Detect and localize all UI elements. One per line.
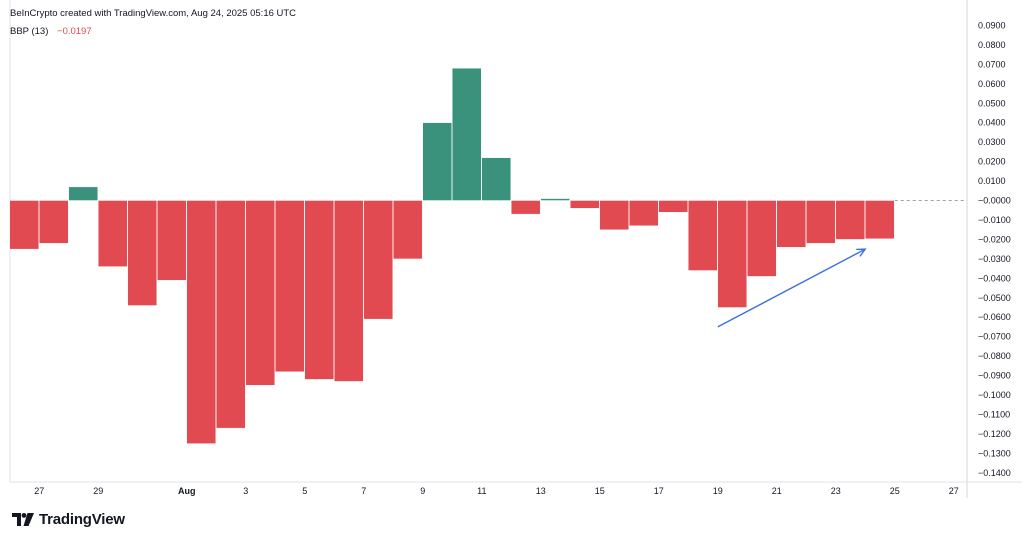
- indicator-legend[interactable]: BBP (13) −0.0197: [10, 26, 92, 37]
- tradingview-logo[interactable]: TradingView: [12, 510, 125, 528]
- histogram-bar: [717, 200, 747, 308]
- histogram-bar: [245, 200, 275, 386]
- histogram-bar: [157, 200, 187, 281]
- trend-arrow-shaft: [717, 248, 866, 328]
- y-tick-label: −0.1400: [978, 468, 1011, 478]
- histogram-bar: [481, 157, 511, 201]
- y-tick-label: −0.0700: [978, 332, 1011, 342]
- histogram-bars: [9, 67, 895, 444]
- histogram-bar: [216, 200, 246, 429]
- histogram-bar: [570, 200, 600, 209]
- x-tick-label: 9: [420, 486, 425, 496]
- tradingview-brand-text: TradingView: [39, 510, 125, 528]
- x-tick-label: 29: [93, 486, 103, 496]
- trend-arrow: [717, 248, 867, 328]
- histogram-bar: [275, 200, 305, 372]
- x-tick-label: 25: [890, 486, 900, 496]
- x-tick-label: 27: [34, 486, 44, 496]
- histogram-bar: [9, 200, 39, 250]
- x-tick-label: 21: [772, 486, 782, 496]
- x-tick-label: 3: [243, 486, 248, 496]
- tradingview-logo-icon: [12, 512, 34, 526]
- x-tick-label: 13: [536, 486, 546, 496]
- x-tick-label: 5: [302, 486, 307, 496]
- trend-arrow-head: [856, 248, 867, 257]
- x-tick-label: Aug: [178, 486, 196, 496]
- histogram-bar: [688, 200, 718, 271]
- y-tick-label: 0.0200: [978, 157, 1006, 167]
- y-tick-label: 0.0500: [978, 98, 1006, 108]
- y-tick-label: 0.0300: [978, 137, 1006, 147]
- y-tick-label: −0.0200: [978, 234, 1011, 244]
- histogram-bar: [39, 200, 69, 244]
- histogram-bar: [186, 200, 216, 444]
- y-tick-label: −0.1300: [978, 448, 1011, 458]
- histogram-bar: [629, 200, 659, 226]
- histogram-bar: [98, 200, 128, 267]
- time-axis[interactable]: 27 29 Aug 3 5 7 9 11 13 15 17 19 21 23 25 27: [34, 486, 959, 496]
- indicator-label: BBP (13): [10, 26, 49, 37]
- histogram-bar: [599, 200, 629, 230]
- histogram-bar: [363, 200, 393, 320]
- y-tick-label: −0.0400: [978, 273, 1011, 283]
- y-tick-label: −0.0600: [978, 312, 1011, 322]
- y-tick-label: 0.0800: [978, 40, 1006, 50]
- x-tick-label: 15: [595, 486, 605, 496]
- chart-attribution: BeInCrypto created with TradingView.com,…: [10, 8, 297, 19]
- y-tick-label: −0.0300: [978, 254, 1011, 264]
- y-tick-label: 0.0100: [978, 176, 1006, 186]
- y-tick-label: −0.0900: [978, 371, 1011, 381]
- y-tick-label: 0.0900: [978, 21, 1006, 31]
- histogram-bar: [452, 67, 482, 201]
- x-tick-label: 17: [654, 486, 664, 496]
- histogram-bar: [127, 200, 157, 306]
- x-tick-label: 7: [361, 486, 366, 496]
- y-tick-label: 0.0700: [978, 59, 1006, 69]
- histogram-bar: [540, 198, 570, 201]
- histogram-bar: [865, 200, 895, 239]
- histogram-bar: [835, 200, 865, 240]
- histogram-bar: [806, 200, 836, 244]
- y-tick-label: −0.0500: [978, 293, 1011, 303]
- histogram-bar: [334, 200, 364, 382]
- indicator-value: −0.0197: [57, 26, 92, 37]
- y-tick-label: −0.0000: [978, 196, 1011, 206]
- histogram-bar: [304, 200, 334, 380]
- x-tick-label: 19: [713, 486, 723, 496]
- y-tick-label: −0.1000: [978, 390, 1011, 400]
- histogram-bar: [776, 200, 806, 248]
- y-tick-label: −0.1100: [978, 409, 1010, 419]
- y-tick-label: 0.0400: [978, 118, 1006, 128]
- y-tick-label: −0.1200: [978, 429, 1011, 439]
- x-tick-label: 23: [831, 486, 841, 496]
- histogram-bar: [511, 200, 541, 215]
- histogram-bar: [393, 200, 423, 260]
- price-axis[interactable]: 0.0900 0.0800 0.0700 0.0600 0.0500 0.0400 0.03…: [978, 21, 1011, 478]
- histogram-bar: [747, 200, 777, 277]
- x-tick-label: 27: [949, 486, 959, 496]
- y-tick-label: 0.0600: [978, 79, 1006, 89]
- y-tick-label: −0.0100: [978, 215, 1011, 225]
- x-tick-label: 11: [477, 486, 486, 496]
- y-tick-label: −0.0800: [978, 351, 1011, 361]
- histogram-bar: [68, 186, 98, 201]
- histogram-bar: [422, 122, 452, 201]
- histogram-bar: [658, 200, 688, 213]
